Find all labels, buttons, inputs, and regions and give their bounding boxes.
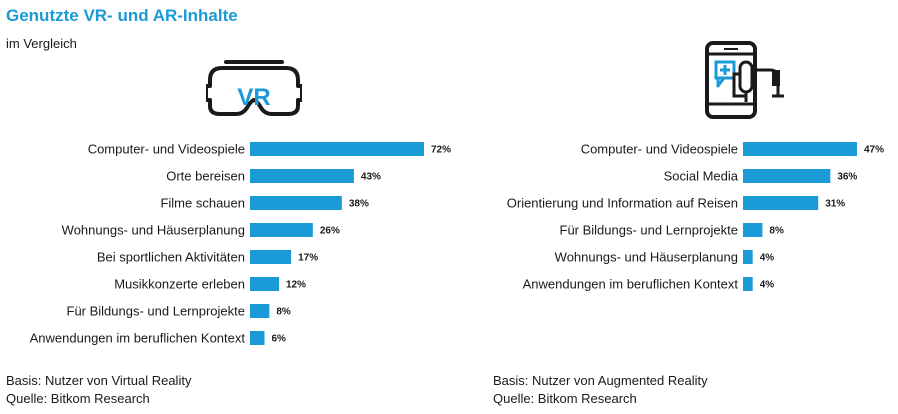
ar-bar (743, 250, 753, 264)
vr-category-label: Wohnungs- und Häuserplanung (62, 223, 245, 238)
vr-value-label: 8% (276, 307, 291, 318)
vr-category-label: Bei sportlichen Aktivitäten (97, 250, 245, 265)
vr-headset-icon: VR (206, 60, 302, 116)
vr-category-label: Musikkonzerte erleben (114, 277, 245, 292)
vr-bar (250, 223, 313, 237)
vr-category-label: Für Bildungs- und Lernprojekte (67, 304, 246, 319)
ar-category-label: Social Media (664, 169, 739, 184)
basis-right: Basis: Nutzer von Augmented Reality (493, 373, 708, 388)
ar-bar (743, 169, 831, 183)
ar-bar (743, 223, 763, 237)
source-left: Quelle: Bitkom Research (6, 391, 150, 406)
ar-bar (743, 277, 753, 291)
vr-bar (250, 331, 265, 345)
vr-category-label: Filme schauen (160, 196, 245, 211)
page-title: Genutzte VR- und AR-Inhalte (6, 6, 238, 25)
smartphone-ar-icon (705, 41, 784, 119)
footer-left: Basis: Nutzer von Virtual Reality Quelle… (6, 372, 191, 408)
vr-bar (250, 196, 342, 210)
ar-value-label: 47% (864, 145, 884, 156)
vr-category-label: Anwendungen im beruflichen Kontext (30, 331, 246, 346)
ar-category-label: Wohnungs- und Häuserplanung (555, 250, 738, 265)
footer-right: Basis: Nutzer von Augmented Reality Quel… (493, 372, 708, 408)
vr-category-label: Orte bereisen (166, 169, 245, 184)
vr-bar (250, 304, 270, 318)
ar-category-label: Orientierung und Information auf Reisen (507, 196, 738, 211)
vr-bar (250, 250, 292, 264)
vr-value-label: 72% (431, 145, 451, 156)
ar-value-label: 8% (769, 226, 784, 237)
vr-value-label: 17% (298, 253, 318, 264)
basis-left: Basis: Nutzer von Virtual Reality (6, 373, 192, 388)
ar-value-label: 4% (760, 280, 775, 291)
ar-bar (743, 142, 857, 156)
vr-icon-label: VR (237, 84, 270, 111)
ar-value-label: 36% (837, 172, 857, 183)
ar-category-label: Für Bildungs- und Lernprojekte (560, 223, 739, 238)
vr-value-label: 12% (286, 280, 306, 291)
vr-value-label: 38% (349, 199, 369, 210)
source-right: Quelle: Bitkom Research (493, 391, 637, 406)
vr-value-label: 6% (272, 334, 287, 345)
ar-bar (743, 196, 819, 210)
vr-bar (250, 142, 424, 156)
ar-value-label: 31% (825, 199, 845, 210)
vr-value-label: 26% (320, 226, 340, 237)
vr-value-label: 43% (361, 172, 381, 183)
ar-value-label: 4% (760, 253, 775, 264)
ar-category-label: Anwendungen im beruflichen Kontext (523, 277, 739, 292)
vr-bar (250, 277, 279, 291)
page-subtitle: im Vergleich (6, 36, 77, 51)
vr-bar (250, 169, 354, 183)
ar-category-label: Computer- und Videospiele (581, 142, 738, 157)
vr-category-label: Computer- und Videospiele (88, 142, 245, 157)
